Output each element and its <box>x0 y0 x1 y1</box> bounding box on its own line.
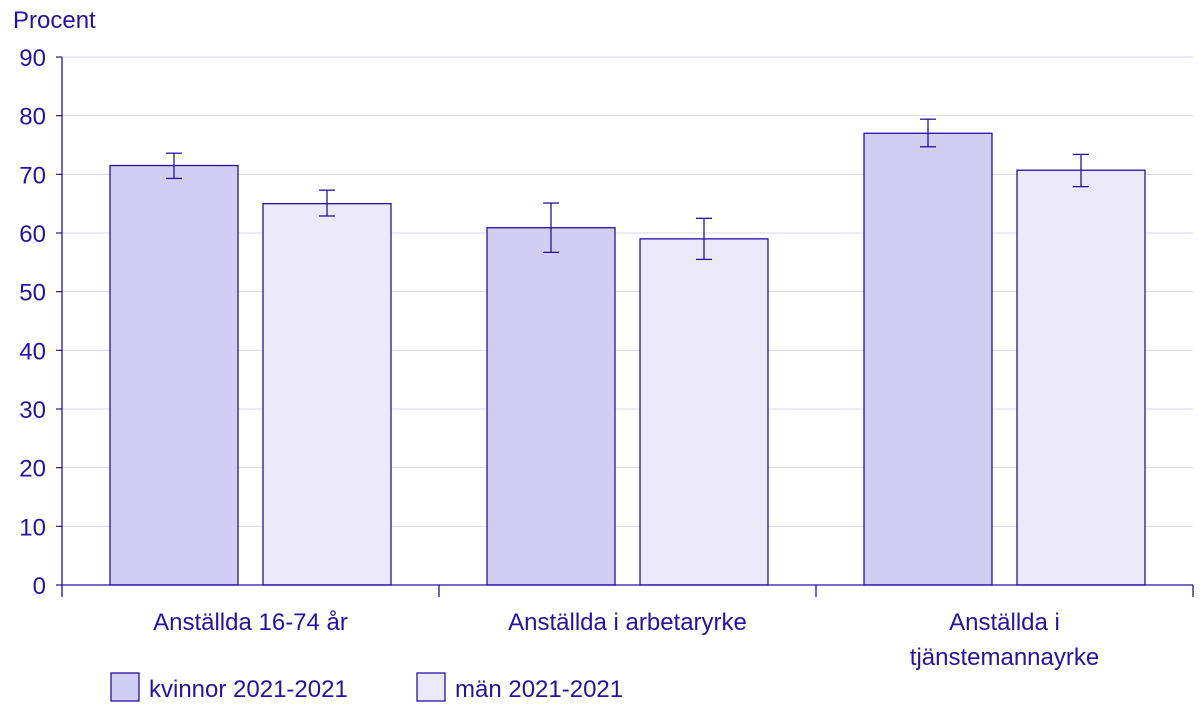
bars <box>109 132 1146 586</box>
x-tick-label-line: Anställda i arbetaryrke <box>508 609 747 636</box>
y-tick-label: 0 <box>33 573 46 600</box>
y-axis-ticks: 0 10 20 30 40 50 60 70 80 90 <box>19 45 62 600</box>
error-bars <box>166 118 1089 261</box>
legend-label: män 2021-2021 <box>455 676 623 703</box>
y-tick-label: 40 <box>19 338 46 365</box>
x-axis-labels: Anställda 16-74 år Anställda i arbetaryrk… <box>153 609 1099 671</box>
axes <box>61 57 1194 597</box>
y-axis-label: Procent <box>13 7 96 34</box>
x-tick-label: Anställda i arbetaryrke <box>508 609 747 636</box>
legend-swatch <box>110 672 140 702</box>
x-tick-label-line: Anställda i <box>949 609 1060 636</box>
y-tick-label: 10 <box>19 514 46 541</box>
legend-swatch <box>416 672 446 702</box>
x-tick-label: Anställda 16-74 år <box>153 609 348 636</box>
bar <box>109 164 239 586</box>
x-tick-label: Anställda i tjänstemannayrke <box>910 609 1099 671</box>
legend-label: kvinnor 2021-2021 <box>149 676 348 703</box>
y-tick-label: 70 <box>19 162 46 189</box>
y-tick-label: 30 <box>19 397 46 424</box>
bar <box>486 227 616 586</box>
legend: kvinnor 2021-2021 män 2021-2021 <box>110 672 623 703</box>
bar <box>639 238 769 586</box>
y-tick-label: 20 <box>19 456 46 483</box>
bar <box>1016 169 1146 586</box>
x-tick-label-line: tjänstemannayrke <box>910 644 1099 671</box>
x-tick-label-line: Anställda 16-74 år <box>153 609 348 636</box>
gridlines <box>62 56 1193 527</box>
y-tick-label: 60 <box>19 221 46 248</box>
bar <box>863 132 993 586</box>
y-tick-label: 50 <box>19 280 46 307</box>
bar <box>262 203 392 586</box>
y-tick-label: 90 <box>19 45 46 72</box>
y-tick-label: 80 <box>19 104 46 131</box>
